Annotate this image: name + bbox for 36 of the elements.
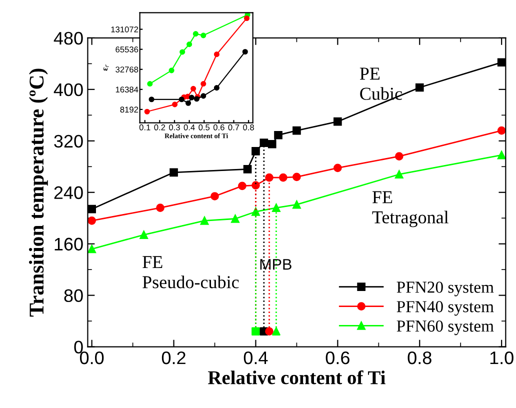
y-axis-title: Transition temperature (ºC) <box>28 68 48 317</box>
x-tick-label: 0.3 <box>169 124 180 130</box>
annotation: FE Tetragonal <box>372 191 449 228</box>
x-tick-label: 0.4 <box>184 124 195 130</box>
annotation: MPB <box>260 259 292 270</box>
x-tick-label: 0.0 <box>80 351 104 364</box>
y-tick-label: 0 <box>74 340 83 354</box>
y-tick-label: 320 <box>54 134 83 148</box>
x-tick-label: 0.8 <box>408 351 432 364</box>
legend-label: PFN60 system <box>396 320 494 336</box>
legend-label: PFN40 system <box>396 301 494 316</box>
y-tick-label: 160 <box>54 238 83 251</box>
y-tick-label: 32768 <box>116 66 138 72</box>
x-tick-label: 0.4 <box>244 351 268 364</box>
y-tick-label: 65536 <box>116 46 138 52</box>
x-tick-label: 0.5 <box>198 124 210 130</box>
x-axis-title: Relative content of Ti <box>208 370 386 384</box>
y-tick-label: 240 <box>54 186 83 200</box>
y-tick-label: 131072 <box>111 26 138 32</box>
y-tick-label: 80 <box>64 289 83 302</box>
y-tick-label: 16384 <box>116 86 138 93</box>
x-tick-label: 0.1 <box>139 124 150 130</box>
y-tick-label: 480 <box>54 32 83 45</box>
x-tick-label: 0.7 <box>228 124 240 130</box>
annotation: FE Pseudo-cubic <box>142 256 239 288</box>
x-tick-label: 0.6 <box>213 124 224 130</box>
legend-label: PFN20 system <box>396 282 494 296</box>
annotation: PE Cubic <box>360 68 402 100</box>
y-tick-label: 400 <box>54 83 83 96</box>
x-tick-label: 0.8 <box>243 124 254 130</box>
x-tick-label: 0.2 <box>162 351 186 364</box>
x-tick-label: 0.2 <box>154 124 166 130</box>
y-axis-title: ε$_{r}$ <box>103 64 109 71</box>
x-tick-label: 1.0 <box>490 351 514 364</box>
x-tick-label: 0.6 <box>326 351 350 364</box>
y-tick-label: 8192 <box>120 106 138 113</box>
